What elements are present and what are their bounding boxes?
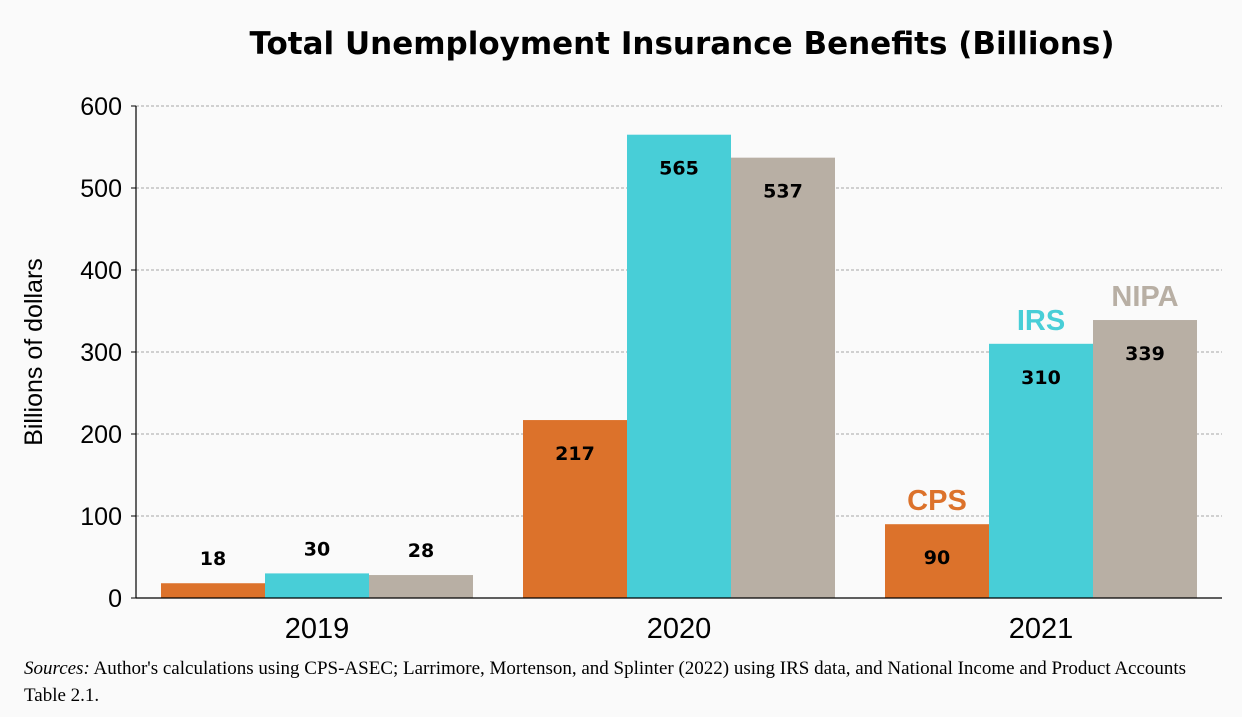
series-label-irs: IRS [1017, 305, 1065, 337]
data-label-irs-2021: 310 [1021, 367, 1061, 389]
y-tick-label-200: 200 [80, 421, 122, 449]
bar-cps-2020 [523, 420, 627, 598]
y-tick-label-600: 600 [80, 93, 122, 121]
y-tick-label-400: 400 [80, 257, 122, 285]
series-label-cps: CPS [907, 485, 967, 517]
y-tick-label-300: 300 [80, 339, 122, 367]
data-label-cps-2021: 90 [924, 547, 950, 569]
bar-cps-2019 [161, 583, 265, 598]
data-label-nipa-2020: 537 [763, 181, 803, 203]
data-label-nipa-2019: 28 [408, 540, 434, 562]
bar-irs-2020 [627, 134, 731, 598]
axes: 0 100 200 300 400 500 600 2019 2020 2021 [80, 93, 1222, 645]
data-label-cps-2020: 217 [555, 443, 595, 465]
bar-nipa-2020 [731, 157, 835, 598]
data-label-cps-2019: 18 [200, 548, 226, 570]
bar-irs-2019 [265, 573, 369, 598]
bar-chart: Total Unemployment Insurance Benefits (B… [20, 26, 1222, 645]
sources-label: Sources: [24, 658, 90, 679]
y-tick-label-100: 100 [80, 503, 122, 531]
data-label-nipa-2021: 339 [1125, 343, 1165, 365]
x-tick-label-2021: 2021 [1009, 613, 1074, 645]
bar-nipa-2019 [369, 575, 473, 598]
series-label-nipa: NIPA [1111, 281, 1178, 313]
chart-title: Total Unemployment Insurance Benefits (B… [249, 26, 1114, 62]
bar-nipa-2021 [1093, 320, 1197, 598]
data-label-irs-2020: 565 [659, 158, 699, 180]
bar-cps-2021 [885, 524, 989, 598]
sources-note: Sources: Author's calculations using CPS… [24, 655, 1224, 709]
sources-text: Author's calculations using CPS-ASEC; La… [24, 658, 1187, 706]
x-tick-label-2020: 2020 [647, 613, 712, 645]
y-tick-label-0: 0 [108, 585, 122, 613]
y-axis-label: Billions of dollars [20, 258, 48, 446]
bar-irs-2021 [989, 343, 1093, 598]
y-tick-label-500: 500 [80, 175, 122, 203]
data-labels: 18 217 90 30 565 310 28 537 339 CPS IRS NIPA [200, 158, 1179, 571]
x-tick-label-2019: 2019 [285, 613, 350, 645]
bars [161, 134, 1197, 598]
data-label-irs-2019: 30 [304, 538, 330, 560]
